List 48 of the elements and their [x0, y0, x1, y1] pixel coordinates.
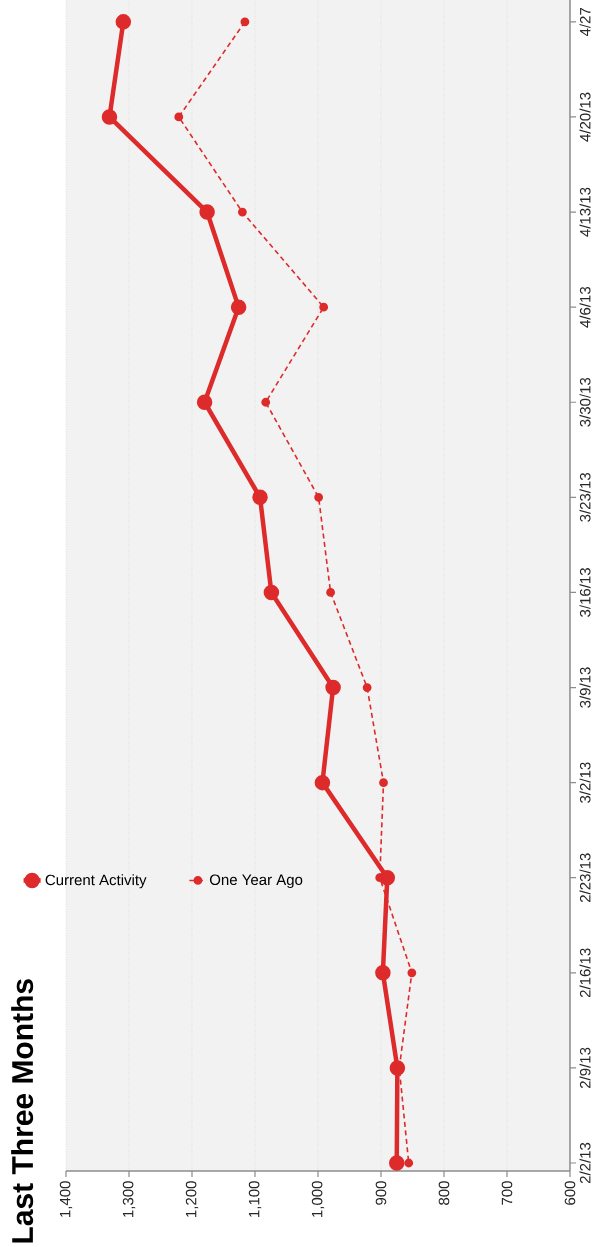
point: [404, 1158, 414, 1168]
point: [237, 207, 247, 217]
y-tick-label: 2/9/13: [579, 1047, 591, 1089]
point: [388, 1155, 405, 1171]
y-tick-label: 3/30/13: [579, 377, 591, 427]
point: [101, 109, 118, 125]
point: [314, 492, 324, 502]
point: [379, 778, 388, 788]
x-tick-label: 1,400: [59, 1181, 73, 1217]
text: Last Three Months: [11, 979, 34, 1243]
y-tick-label: 2/23/13: [579, 853, 591, 902]
point: [199, 204, 215, 220]
x-tick-label: 800: [438, 1181, 450, 1205]
x-tick-label: 1,300: [122, 1181, 136, 1217]
y-tick-label: 4/20/13: [579, 92, 591, 142]
point: [252, 489, 268, 506]
point: [319, 302, 329, 312]
y-tick-label: 4/27: [579, 8, 591, 37]
y-tick-label: 2/16/13: [579, 948, 591, 998]
point: [263, 584, 280, 601]
y-tick-label: 3/2/13: [579, 762, 591, 803]
point: [379, 869, 396, 886]
point: [174, 112, 184, 122]
legend-label: One Year Ago: [209, 874, 303, 889]
y-tick-label: 4/13/13: [579, 187, 591, 237]
point: [362, 683, 372, 692]
y-tick-label: 3/23/13: [579, 472, 591, 522]
y-tick-label: 3/16/13: [579, 568, 591, 617]
point: [261, 397, 271, 407]
x-tick-label: 900: [375, 1181, 387, 1205]
point: [325, 679, 341, 696]
x-tick-label: 600: [564, 1181, 576, 1205]
legend-label: Current Activity: [45, 874, 147, 889]
point: [326, 588, 335, 597]
x-tick-label: 700: [501, 1181, 513, 1205]
point: [240, 17, 250, 27]
x-tick-label: 1,000: [311, 1181, 325, 1217]
point: [407, 968, 417, 978]
y-tick-label: 2/2/13: [579, 1142, 591, 1184]
point: [314, 774, 331, 791]
x-tick-label: 1,100: [248, 1181, 262, 1217]
point: [115, 14, 132, 30]
y-tick-label: 4/6/13: [579, 286, 591, 328]
x-tick-label: 1,200: [185, 1181, 199, 1217]
point: [230, 299, 247, 315]
y-tick-label: 3/9/13: [579, 667, 591, 708]
point: [375, 965, 391, 981]
point: [196, 394, 213, 410]
